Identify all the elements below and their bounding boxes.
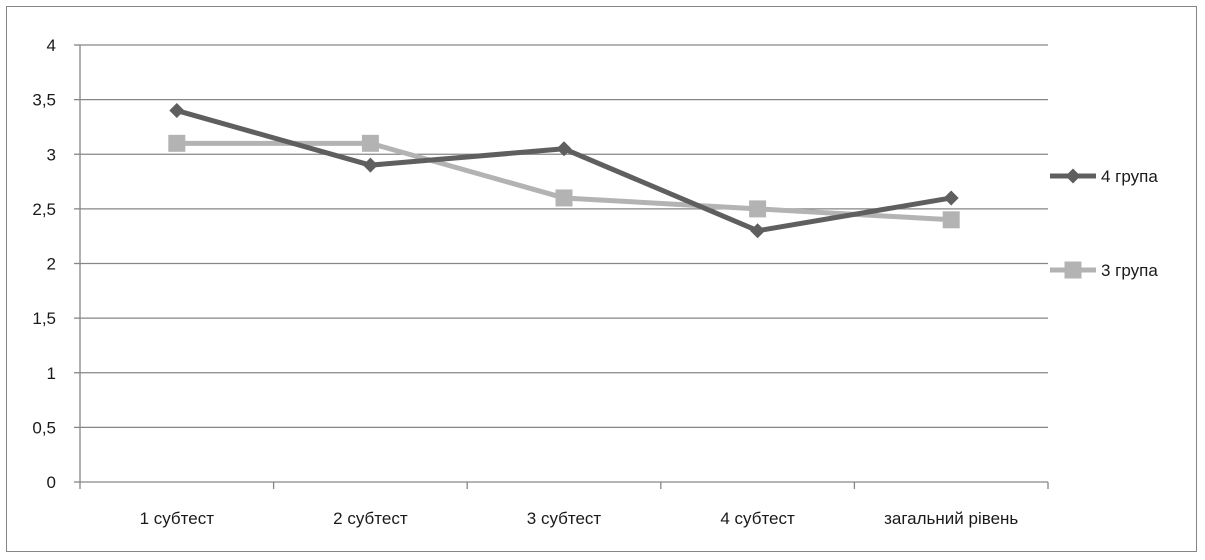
series-2 [168,134,960,229]
x-tick-label: загальний рівень [884,509,1018,528]
data-point [362,157,378,173]
x-tick-label: 3 субтест [527,509,602,528]
y-tick-label: 0 [47,473,56,492]
data-point [942,211,960,229]
legend: 4 група 3 група [1050,167,1158,280]
data-point [943,190,959,206]
y-tick-label: 0,5 [32,418,56,437]
y-tick-label: 2,5 [32,200,56,219]
data-point [169,103,185,119]
y-tick-label: 2 [47,255,56,274]
x-axis-ticks: 1 субтест 2 субтест 3 субтест 4 субтест зага… [79,482,1049,528]
y-tick-label: 3 [47,145,56,164]
chart-frame [6,6,1197,552]
y-tick-label: 4 [47,36,56,55]
legend-item: 3 група [1050,261,1158,280]
y-tick-label: 1 [47,364,56,383]
series-1 [169,103,959,239]
y-tick-label: 1,5 [32,309,56,328]
legend-marker [1065,168,1081,184]
data-point [750,223,766,239]
data-point [168,134,186,152]
data-point [361,134,379,152]
legend-marker [1064,261,1082,279]
data-point [555,189,573,207]
gridlines [80,44,1048,429]
legend-label: 4 група [1101,167,1158,186]
y-axis-ticks: 0 0,5 1 1,5 2 2,5 3 3,5 4 [32,36,80,492]
x-tick-label: 4 субтест [720,509,795,528]
legend-label: 3 група [1101,261,1158,280]
legend-item: 4 група [1050,167,1158,186]
x-tick-label: 1 субтест [140,509,215,528]
data-point [556,141,572,157]
y-tick-label: 3,5 [32,91,56,110]
x-tick-label: 2 субтест [333,509,408,528]
series-layer [168,103,960,239]
data-point [749,200,767,218]
